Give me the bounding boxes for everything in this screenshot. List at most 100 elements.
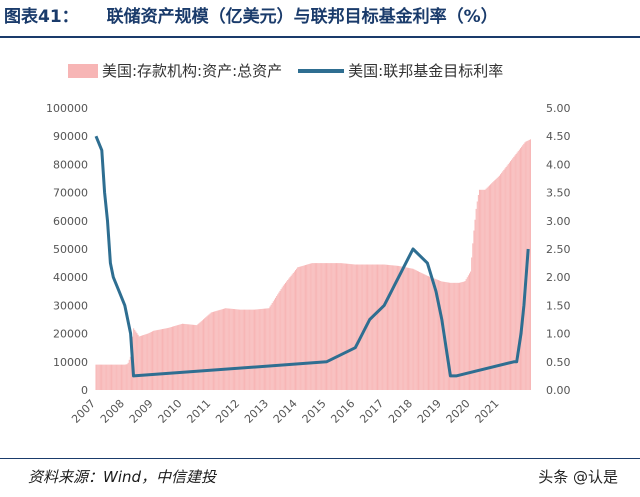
asset-bar: [437, 280, 439, 390]
y-left-tick-label: 40000: [53, 271, 88, 284]
asset-bar: [487, 186, 489, 390]
y-left-tick-label: 70000: [53, 187, 88, 200]
figure-number: 图表41：: [4, 7, 79, 27]
asset-bar: [464, 281, 466, 390]
asset-bar: [351, 264, 353, 390]
asset-bar: [267, 308, 269, 390]
x-tick-label: 2007: [69, 397, 98, 426]
asset-bar: [96, 364, 98, 390]
asset-bar: [441, 281, 443, 390]
asset-bar: [353, 264, 355, 390]
asset-bar: [402, 266, 404, 390]
asset-bar: [377, 264, 379, 390]
asset-bar: [491, 183, 493, 390]
rate-line: [94, 135, 530, 378]
asset-bar: [508, 162, 510, 390]
x-tick-label: 2020: [444, 397, 473, 426]
asset-bar: [242, 309, 244, 390]
asset-bar: [282, 285, 284, 390]
asset-bar: [206, 316, 208, 390]
asset-bar: [498, 175, 500, 390]
asset-bar: [307, 264, 309, 390]
asset-bar: [518, 149, 520, 390]
asset-bar: [352, 264, 354, 390]
asset-bar: [413, 269, 415, 390]
asset-bar: [400, 266, 402, 390]
asset-bar: [331, 263, 333, 390]
asset-bar: [125, 364, 127, 390]
asset-bar: [431, 277, 433, 390]
asset-bar: [107, 364, 109, 390]
asset-bar: [488, 185, 490, 390]
asset-bar: [185, 324, 187, 390]
asset-bar: [478, 189, 480, 390]
x-axis: 2007 2008 2009 2010 2011 2012 2013 2014 2015 2016…: [69, 397, 501, 426]
asset-bar: [408, 267, 410, 390]
asset-bar: [330, 263, 332, 390]
asset-bar: [265, 308, 267, 390]
asset-bar: [432, 277, 434, 390]
asset-bar: [494, 180, 496, 390]
asset-bar: [136, 333, 138, 390]
asset-bar: [338, 263, 340, 390]
asset-bar: [184, 323, 186, 390]
asset-bar: [410, 268, 412, 390]
asset-bar: [395, 265, 397, 390]
asset-bar: [126, 364, 128, 390]
asset-bar: [435, 279, 437, 390]
asset-bar: [319, 263, 321, 390]
legend-label-assets: 美国:存款机构:资产:总资产: [102, 62, 283, 80]
y-right-tick-label: 0.00: [546, 384, 571, 397]
asset-bar: [501, 172, 503, 390]
asset-bar: [209, 313, 211, 390]
asset-bar: [191, 324, 193, 390]
asset-bar: [321, 263, 323, 390]
asset-bar: [342, 263, 344, 390]
asset-bar: [483, 189, 485, 390]
asset-bar: [257, 309, 259, 390]
asset-bar: [382, 264, 384, 390]
asset-bar: [361, 264, 363, 390]
asset-bar: [383, 264, 385, 390]
y-left-tick-label: 20000: [53, 328, 88, 341]
asset-bar: [341, 263, 343, 390]
asset-bar: [220, 309, 222, 390]
asset-bar: [426, 275, 428, 390]
asset-bar: [511, 159, 513, 390]
asset-bar: [237, 309, 239, 390]
asset-bar: [201, 320, 203, 390]
asset-bar: [311, 263, 313, 390]
figure-title: 图表41： 联储资产规模（亿美元）与联邦目标基金利率（%）: [4, 2, 498, 27]
asset-bar: [102, 364, 104, 390]
asset-bar: [372, 264, 374, 390]
asset-bar: [230, 308, 232, 390]
asset-bar: [355, 264, 357, 390]
asset-bar: [515, 153, 517, 390]
figure-title-text: 联储资产规模（亿美元）与联邦目标基金利率（%）: [106, 7, 498, 27]
asset-bar: [270, 304, 272, 390]
asset-bar: [218, 310, 220, 390]
asset-bar: [214, 311, 216, 390]
asset-bar: [216, 310, 218, 390]
asset-bar: [112, 364, 114, 390]
asset-bar: [497, 176, 499, 390]
asset-bar: [316, 263, 318, 390]
asset-bar: [521, 146, 523, 390]
asset-bar: [447, 282, 449, 390]
asset-bar: [385, 264, 387, 390]
asset-bar: [427, 276, 429, 390]
asset-bar: [178, 324, 180, 390]
asset-bar: [475, 208, 477, 390]
asset-bar: [144, 334, 146, 390]
asset-bar: [457, 282, 459, 390]
asset-bar: [175, 325, 177, 390]
asset-bar: [255, 309, 257, 390]
asset-bar: [453, 282, 455, 390]
asset-bar: [97, 364, 99, 390]
asset-bar: [399, 266, 401, 390]
asset-bar: [116, 364, 118, 390]
asset-bar: [401, 266, 403, 390]
asset-bar: [222, 308, 224, 390]
asset-bar: [258, 309, 260, 390]
asset-bar: [460, 282, 462, 390]
